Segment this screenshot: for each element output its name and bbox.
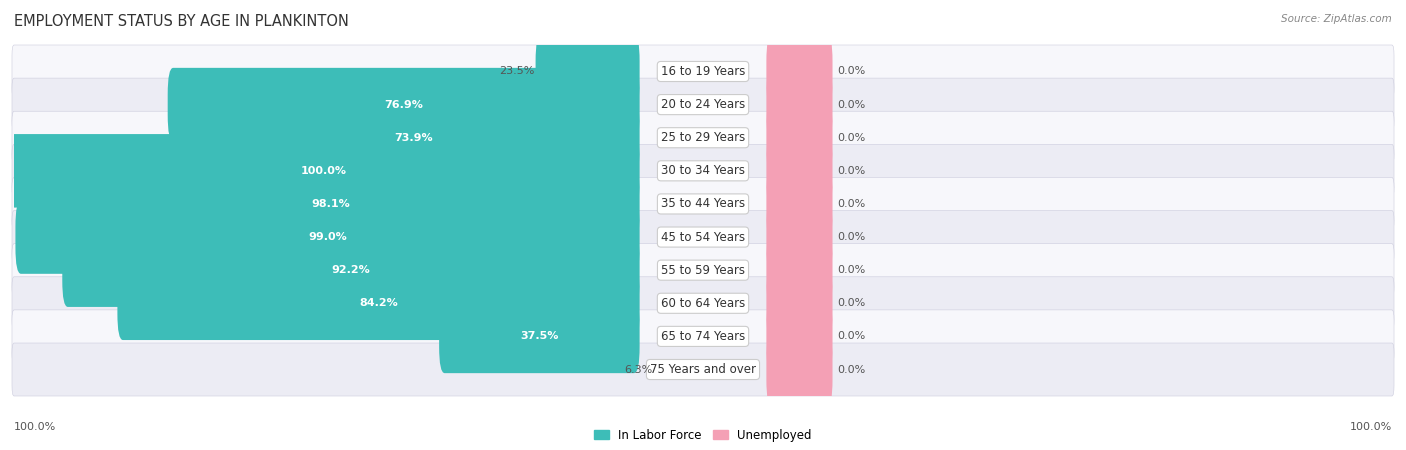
FancyBboxPatch shape (766, 68, 832, 141)
FancyBboxPatch shape (766, 134, 832, 207)
Text: 30 to 34 Years: 30 to 34 Years (661, 164, 745, 177)
Text: 0.0%: 0.0% (838, 199, 866, 209)
Text: 0.0%: 0.0% (838, 331, 866, 342)
Text: 37.5%: 37.5% (520, 331, 558, 342)
FancyBboxPatch shape (13, 211, 1393, 264)
Text: 98.1%: 98.1% (311, 199, 350, 209)
Text: 75 Years and over: 75 Years and over (650, 363, 756, 376)
Text: 23.5%: 23.5% (499, 67, 534, 76)
Text: 25 to 29 Years: 25 to 29 Years (661, 131, 745, 144)
Text: EMPLOYMENT STATUS BY AGE IN PLANKINTON: EMPLOYMENT STATUS BY AGE IN PLANKINTON (14, 14, 349, 28)
FancyBboxPatch shape (766, 101, 832, 175)
Text: 76.9%: 76.9% (384, 99, 423, 110)
Text: 0.0%: 0.0% (838, 166, 866, 176)
FancyBboxPatch shape (766, 300, 832, 373)
FancyBboxPatch shape (766, 200, 832, 274)
Text: 0.0%: 0.0% (838, 133, 866, 143)
FancyBboxPatch shape (766, 333, 832, 406)
Text: 100.0%: 100.0% (1350, 422, 1392, 432)
Text: 0.0%: 0.0% (838, 99, 866, 110)
FancyBboxPatch shape (766, 35, 832, 108)
Text: Source: ZipAtlas.com: Source: ZipAtlas.com (1281, 14, 1392, 23)
Text: 100.0%: 100.0% (301, 166, 347, 176)
FancyBboxPatch shape (13, 310, 1393, 363)
Text: 99.0%: 99.0% (308, 232, 347, 242)
FancyBboxPatch shape (13, 277, 1393, 330)
Text: 0.0%: 0.0% (838, 298, 866, 308)
Text: 65 to 74 Years: 65 to 74 Years (661, 330, 745, 343)
FancyBboxPatch shape (13, 45, 1393, 98)
Text: 45 to 54 Years: 45 to 54 Years (661, 230, 745, 243)
FancyBboxPatch shape (13, 244, 1393, 297)
FancyBboxPatch shape (15, 200, 640, 274)
FancyBboxPatch shape (766, 234, 832, 307)
Text: 35 to 44 Years: 35 to 44 Years (661, 198, 745, 211)
FancyBboxPatch shape (13, 78, 1393, 131)
FancyBboxPatch shape (13, 144, 1393, 197)
FancyBboxPatch shape (62, 234, 640, 307)
Text: 60 to 64 Years: 60 to 64 Years (661, 297, 745, 310)
FancyBboxPatch shape (8, 134, 640, 207)
FancyBboxPatch shape (188, 101, 640, 175)
FancyBboxPatch shape (21, 167, 640, 241)
FancyBboxPatch shape (13, 111, 1393, 164)
FancyBboxPatch shape (536, 35, 640, 108)
Text: 6.3%: 6.3% (624, 364, 652, 374)
FancyBboxPatch shape (13, 343, 1393, 396)
Text: 92.2%: 92.2% (332, 265, 370, 275)
Text: 100.0%: 100.0% (14, 422, 56, 432)
FancyBboxPatch shape (167, 68, 640, 141)
Text: 0.0%: 0.0% (838, 364, 866, 374)
FancyBboxPatch shape (766, 266, 832, 340)
Text: 0.0%: 0.0% (838, 67, 866, 76)
Legend: In Labor Force, Unemployed: In Labor Force, Unemployed (589, 424, 817, 446)
FancyBboxPatch shape (117, 266, 640, 340)
Text: 73.9%: 73.9% (395, 133, 433, 143)
Text: 84.2%: 84.2% (359, 298, 398, 308)
Text: 0.0%: 0.0% (838, 232, 866, 242)
Text: 0.0%: 0.0% (838, 265, 866, 275)
FancyBboxPatch shape (766, 167, 832, 241)
Text: 20 to 24 Years: 20 to 24 Years (661, 98, 745, 111)
FancyBboxPatch shape (439, 300, 640, 373)
FancyBboxPatch shape (13, 177, 1393, 230)
Text: 55 to 59 Years: 55 to 59 Years (661, 264, 745, 277)
Text: 16 to 19 Years: 16 to 19 Years (661, 65, 745, 78)
